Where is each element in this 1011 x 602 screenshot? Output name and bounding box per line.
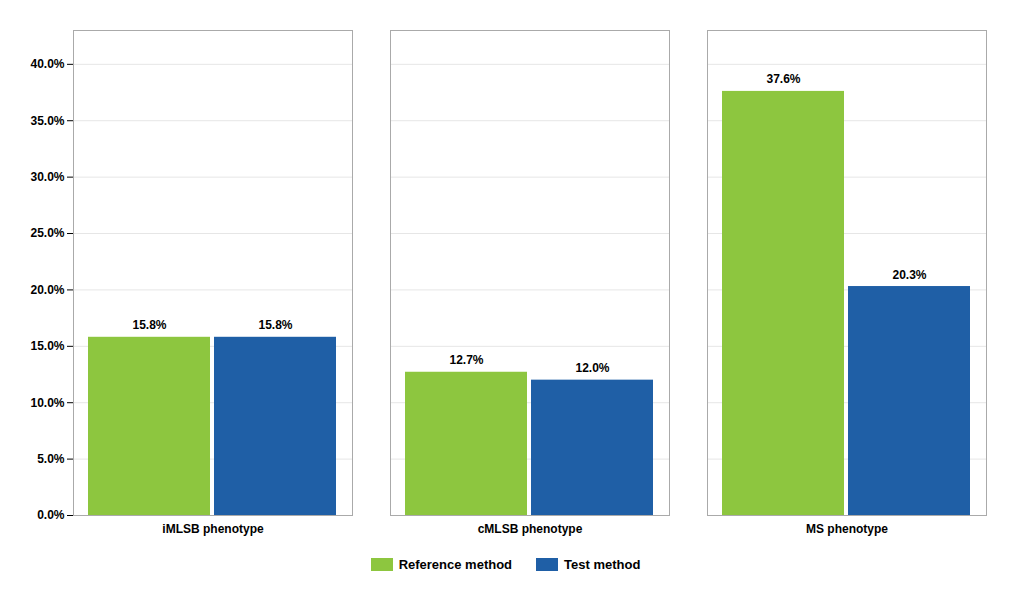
svg-text:10.0%: 10.0% xyxy=(30,396,64,410)
svg-text:37.6%: 37.6% xyxy=(766,72,800,86)
html-text:Test method: Test method xyxy=(564,557,641,572)
svg-text:15.0%: 15.0% xyxy=(30,339,64,353)
svg-text:12.0%: 12.0% xyxy=(575,361,609,375)
svg-text:iMLSB phenotype: iMLSB phenotype xyxy=(162,522,264,536)
svg-text:15.8%: 15.8% xyxy=(258,318,292,332)
svg-text:cMLSB phenotype: cMLSB phenotype xyxy=(478,522,583,536)
svg-text:MS phenotype: MS phenotype xyxy=(806,522,888,536)
svg-text:0.0%: 0.0% xyxy=(37,508,65,522)
svg-text:25.0%: 25.0% xyxy=(30,226,64,240)
svg-text:20.0%: 20.0% xyxy=(30,283,64,297)
svg-text:35.0%: 35.0% xyxy=(30,114,64,128)
svg-text:20.3%: 20.3% xyxy=(892,268,926,282)
svg-text:40.0%: 40.0% xyxy=(30,57,64,71)
svg-text:15.8%: 15.8% xyxy=(132,318,166,332)
svg-text:30.0%: 30.0% xyxy=(30,170,64,184)
svg-text:12.7%: 12.7% xyxy=(449,353,483,367)
html-text:Reference method: Reference method xyxy=(398,557,512,572)
svg-text:5.0%: 5.0% xyxy=(37,452,65,466)
